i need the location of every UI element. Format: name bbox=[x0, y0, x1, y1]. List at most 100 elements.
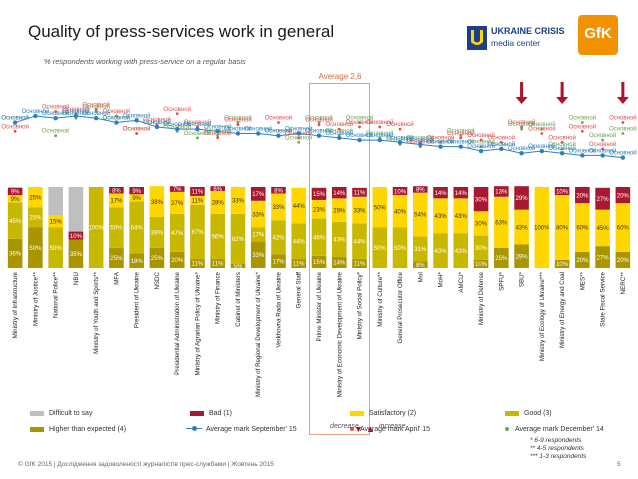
data-label: 20% bbox=[617, 258, 630, 264]
data-label: 17% bbox=[252, 192, 265, 198]
category-tick-label: Ministry of Culture** bbox=[377, 271, 384, 326]
avg-dec-label: Основной bbox=[326, 128, 354, 135]
bar-segment bbox=[7, 187, 23, 188]
data-label: 18% bbox=[131, 259, 144, 265]
bar-segment bbox=[190, 187, 205, 196]
avg-dec-label: Основной bbox=[346, 115, 374, 122]
avg-apr-point bbox=[378, 125, 382, 129]
data-label: 50% bbox=[50, 246, 63, 252]
avg-apr-point bbox=[94, 107, 98, 111]
bar-segment bbox=[129, 187, 144, 195]
data-label: 10% bbox=[475, 262, 488, 268]
avg-sep-point bbox=[357, 137, 362, 143]
page-title: Quality of press-services work in genera… bbox=[28, 22, 335, 41]
arrow-up-icon: ▲ bbox=[366, 424, 375, 434]
bar-segment bbox=[271, 220, 286, 255]
avg-dec-label: Основной bbox=[589, 132, 617, 139]
avg-apr-label: Основной bbox=[386, 121, 414, 128]
avg-apr-point bbox=[540, 132, 544, 135]
data-label: 5% bbox=[234, 264, 243, 270]
avg-sep-label: Основной bbox=[386, 134, 414, 141]
bar-segment bbox=[352, 187, 367, 197]
avg-apr-point bbox=[398, 127, 402, 131]
avg-sep-label: Основной bbox=[508, 145, 536, 152]
avg-apr-point bbox=[601, 147, 605, 151]
data-label: 14% bbox=[333, 191, 346, 197]
category-tick-label: MoI bbox=[417, 272, 424, 283]
avg-sep-point bbox=[316, 133, 322, 138]
bar-segment bbox=[48, 215, 63, 228]
arrow-down-icon bbox=[616, 97, 629, 104]
bar-segment bbox=[109, 193, 124, 208]
avg-dec-point bbox=[358, 121, 361, 124]
data-label: 50% bbox=[110, 226, 123, 232]
data-label: 14% bbox=[455, 191, 468, 197]
avg-dec-point bbox=[196, 136, 199, 140]
bar-segment bbox=[210, 186, 226, 192]
category-tick-label: Ministry of Energy and Coal bbox=[559, 272, 566, 348]
data-label: 67% bbox=[191, 230, 204, 236]
bar-segment bbox=[291, 259, 307, 268]
data-label: 9% bbox=[11, 197, 20, 203]
legend-label-avg-sep: Average mark September' 15 bbox=[206, 426, 297, 433]
bar-segment bbox=[109, 207, 124, 248]
bar-segment bbox=[230, 263, 246, 268]
data-label: 10% bbox=[556, 189, 569, 195]
avg-dec-label: Основной bbox=[508, 121, 536, 128]
avg-sep-point bbox=[337, 135, 342, 141]
bar-segment bbox=[271, 193, 286, 221]
avg-apr-point bbox=[499, 140, 503, 144]
category-tick-label: President of Ukraine bbox=[134, 271, 141, 328]
arrow-down-icon: ▼ bbox=[354, 424, 363, 434]
ucmc-logo-line1: UKRAINE CRISIS bbox=[491, 26, 565, 36]
avg-dec-point bbox=[479, 145, 483, 149]
avg-dec-label: Основной bbox=[467, 139, 495, 146]
bar-segment bbox=[271, 254, 286, 268]
category-tick-label: Ministry of Defense bbox=[478, 271, 485, 325]
category-tick-label: Ministry of Infrastructure bbox=[12, 271, 19, 338]
avg-dec-point bbox=[216, 134, 220, 138]
avg-sep-point bbox=[478, 148, 484, 154]
bar-segment bbox=[554, 259, 570, 268]
avg-apr-label: Основной bbox=[589, 141, 617, 148]
bar-segment bbox=[7, 238, 23, 268]
avg-apr-label: Основной bbox=[163, 106, 191, 113]
bar-segment bbox=[129, 194, 144, 202]
avg-sep-point bbox=[195, 126, 200, 132]
bar-segment bbox=[7, 195, 23, 203]
data-label: 43% bbox=[435, 214, 448, 220]
avg-apr-label: Основной bbox=[447, 130, 475, 137]
avg-dec-point bbox=[580, 121, 584, 124]
category-tick-label: Ministry of Regional Development of Ukra… bbox=[255, 271, 262, 396]
bar-segment bbox=[473, 211, 489, 236]
category-tick-label: Presidential Administration of Ukraine bbox=[174, 271, 181, 374]
category-tick-label: NSDC bbox=[154, 271, 161, 289]
data-label: 64% bbox=[131, 226, 144, 232]
bar-segment bbox=[291, 187, 307, 224]
bar-segment bbox=[595, 246, 610, 268]
data-label: 25% bbox=[110, 256, 123, 262]
bar-segment bbox=[352, 259, 367, 268]
bar-segment bbox=[575, 251, 590, 268]
key-increase-label: increase bbox=[379, 423, 406, 430]
avg-dec-label: Основной bbox=[548, 141, 576, 148]
category-tick-label: Ministry of Ecology of Ukraine*** bbox=[539, 271, 546, 361]
avg-sep-label: Основной bbox=[103, 115, 131, 122]
avg-sep-label: Основной bbox=[609, 150, 637, 157]
data-label: 8% bbox=[416, 188, 425, 194]
avg-sep-label: Основной bbox=[224, 126, 252, 133]
data-label: 45% bbox=[9, 219, 22, 225]
category-tick-label: Verkhovna Rada of Ukraine bbox=[275, 271, 282, 347]
avg-dec-point bbox=[621, 132, 625, 135]
data-label: 28% bbox=[212, 201, 225, 207]
category-tick-label: MFA bbox=[113, 271, 120, 285]
data-label: 11% bbox=[354, 262, 366, 268]
bar-segment bbox=[250, 200, 266, 228]
bar-segment bbox=[392, 195, 408, 228]
category-tick-label: MoH* bbox=[438, 271, 445, 287]
avg-dec-point bbox=[236, 121, 240, 124]
avg-apr-point bbox=[560, 140, 564, 144]
bar-segment bbox=[28, 227, 43, 268]
avg-apr-label: Основной bbox=[346, 119, 374, 126]
note-1: * 6-9 respondents bbox=[530, 437, 582, 444]
